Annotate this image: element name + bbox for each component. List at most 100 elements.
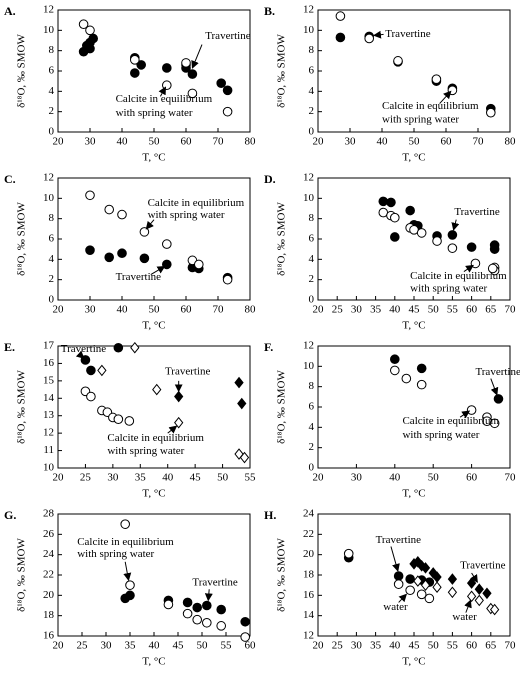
- point: [393, 571, 404, 581]
- x-tick-label: 30: [85, 136, 97, 148]
- y-tick-label: 16: [43, 630, 55, 642]
- annotation: with spring water: [148, 209, 225, 221]
- panel-label: F.: [264, 340, 273, 354]
- x-axis-label: T, °C: [142, 656, 165, 668]
- annotation-arrow: [459, 410, 471, 419]
- point: [222, 274, 233, 285]
- panel: H. T, °C δ¹⁸O, ‰ SMOW 20 25 30 35 40 45 50 55 60 65 7…: [264, 508, 516, 668]
- annotation: Calcite in equilibrium: [402, 415, 499, 427]
- point: [139, 227, 150, 237]
- plot-frame: [57, 513, 251, 637]
- x-tick-label: 25: [77, 640, 89, 652]
- point: [466, 242, 477, 252]
- point: [447, 230, 458, 240]
- y-tick-label: 0: [49, 126, 55, 138]
- x-tick-label: 30: [101, 640, 113, 652]
- point: [474, 583, 484, 596]
- point: [447, 586, 458, 599]
- x-axis-label: T, °C: [402, 320, 425, 332]
- point: [364, 33, 374, 44]
- x-tick-label: 40: [162, 472, 174, 484]
- x-tick-label: 65: [485, 640, 497, 652]
- y-axis-label: δ¹⁸O, ‰ SMOW: [16, 370, 28, 444]
- y-tick-label: 22: [303, 528, 314, 540]
- x-tick-label: 70: [505, 472, 517, 484]
- x-axis-label: T, °C: [402, 488, 425, 500]
- y-tick-label: 10: [303, 360, 315, 372]
- annotation-arrow: [470, 572, 478, 583]
- x-tick-label: 60: [245, 640, 257, 652]
- y-axis-label: δ¹⁸O, ‰ SMOW: [16, 34, 28, 108]
- point: [181, 58, 191, 68]
- x-tick-label: 50: [428, 472, 440, 484]
- annotation: Travertine: [454, 206, 500, 218]
- point: [117, 209, 127, 220]
- x-tick-label: 55: [447, 304, 459, 316]
- point: [416, 363, 427, 374]
- annotation: with spring water: [382, 113, 459, 125]
- annotation: Calcite in equilibrium: [77, 536, 174, 548]
- x-tick-label: 35: [135, 472, 147, 484]
- point: [85, 190, 95, 201]
- panel-label: A.: [4, 4, 16, 18]
- y-tick-label: 4: [49, 253, 55, 265]
- plot-frame: [317, 345, 511, 469]
- y-tick-label: 20: [303, 548, 315, 560]
- panel-label: H.: [264, 508, 276, 522]
- x-tick-label: 20: [313, 640, 325, 652]
- x-tick-label: 25: [332, 304, 344, 316]
- y-tick-label: 15: [43, 374, 55, 386]
- y-tick-label: 26: [43, 528, 55, 540]
- x-tick-label: 70: [473, 136, 485, 148]
- point: [194, 259, 204, 270]
- x-axis-label: T, °C: [402, 152, 425, 164]
- annotation: Travertine: [205, 30, 251, 42]
- point: [182, 597, 193, 608]
- point: [216, 78, 226, 88]
- annotation-arrow: [204, 589, 213, 602]
- y-axis-label: δ¹⁸O, ‰ SMOW: [276, 370, 288, 444]
- x-tick-label: 25: [80, 472, 92, 484]
- point: [85, 245, 95, 255]
- x-tick-label: 55: [221, 640, 233, 652]
- y-tick-label: 6: [309, 65, 315, 77]
- x-tick-label: 60: [181, 304, 193, 316]
- annotation: Travertine: [192, 577, 238, 589]
- point: [237, 397, 247, 410]
- y-tick-label: 11: [43, 444, 54, 456]
- x-axis-label: T, °C: [142, 152, 165, 164]
- x-tick-label: 30: [345, 136, 357, 148]
- x-tick-label: 50: [217, 472, 229, 484]
- point: [489, 418, 500, 429]
- y-tick-label: 16: [303, 589, 315, 601]
- annotation-arrow: [150, 265, 166, 276]
- y-tick-label: 0: [309, 126, 315, 138]
- point: [113, 342, 124, 353]
- point: [489, 244, 500, 254]
- annotation-arrow: [398, 593, 408, 603]
- panel-label: C.: [4, 172, 16, 186]
- y-tick-label: 18: [303, 569, 315, 581]
- annotation-arrow: [167, 425, 178, 434]
- annotation: Travertine: [116, 271, 162, 283]
- annotation: Travertine: [376, 534, 422, 546]
- x-tick-label: 50: [428, 640, 440, 652]
- y-tick-label: 2: [49, 273, 55, 285]
- y-tick-label: 24: [303, 508, 315, 520]
- x-tick-label: 60: [181, 136, 193, 148]
- annotation-arrow: [373, 30, 384, 39]
- x-tick-label: 25: [332, 640, 344, 652]
- x-tick-label: 65: [485, 304, 497, 316]
- plot-frame: [57, 345, 251, 469]
- y-tick-label: 17: [43, 340, 55, 352]
- point: [85, 25, 95, 36]
- annotation-arrow: [464, 599, 472, 613]
- point: [432, 581, 442, 594]
- point: [424, 593, 435, 604]
- annotation-arrow: [75, 350, 85, 359]
- y-tick-label: 20: [43, 589, 55, 601]
- point: [386, 197, 396, 208]
- point: [486, 107, 496, 118]
- annotation-arrow: [390, 546, 400, 572]
- y-tick-label: 4: [309, 253, 315, 265]
